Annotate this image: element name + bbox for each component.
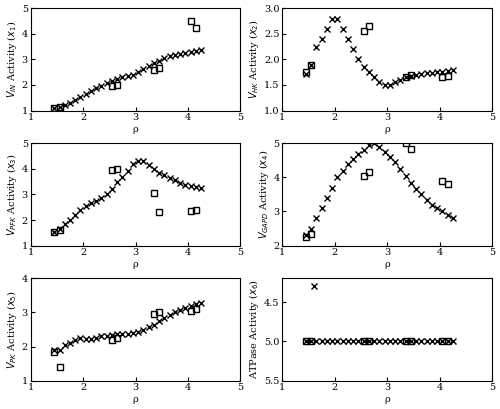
X-axis label: ρ: ρ	[384, 395, 390, 404]
Y-axis label: $V_{GAPD}$ Activity ($x_4$): $V_{GAPD}$ Activity ($x_4$)	[256, 150, 270, 239]
X-axis label: ρ: ρ	[132, 125, 138, 134]
X-axis label: ρ: ρ	[384, 260, 390, 269]
X-axis label: ρ: ρ	[132, 260, 138, 269]
X-axis label: ρ: ρ	[132, 395, 138, 404]
Y-axis label: $V_{HK}$ Activity ($x_2$): $V_{HK}$ Activity ($x_2$)	[248, 20, 262, 99]
Y-axis label: $V_{PFK}$ Activity ($x_3$): $V_{PFK}$ Activity ($x_3$)	[5, 153, 19, 236]
Y-axis label: $V_{PK}$ Activity ($x_5$): $V_{PK}$ Activity ($x_5$)	[5, 290, 19, 369]
Y-axis label: ATPase Activity ($x_6$): ATPase Activity ($x_6$)	[248, 280, 262, 380]
Y-axis label: $V_{IN}$ Activity ($x_1$): $V_{IN}$ Activity ($x_1$)	[5, 21, 19, 98]
X-axis label: ρ: ρ	[384, 125, 390, 134]
